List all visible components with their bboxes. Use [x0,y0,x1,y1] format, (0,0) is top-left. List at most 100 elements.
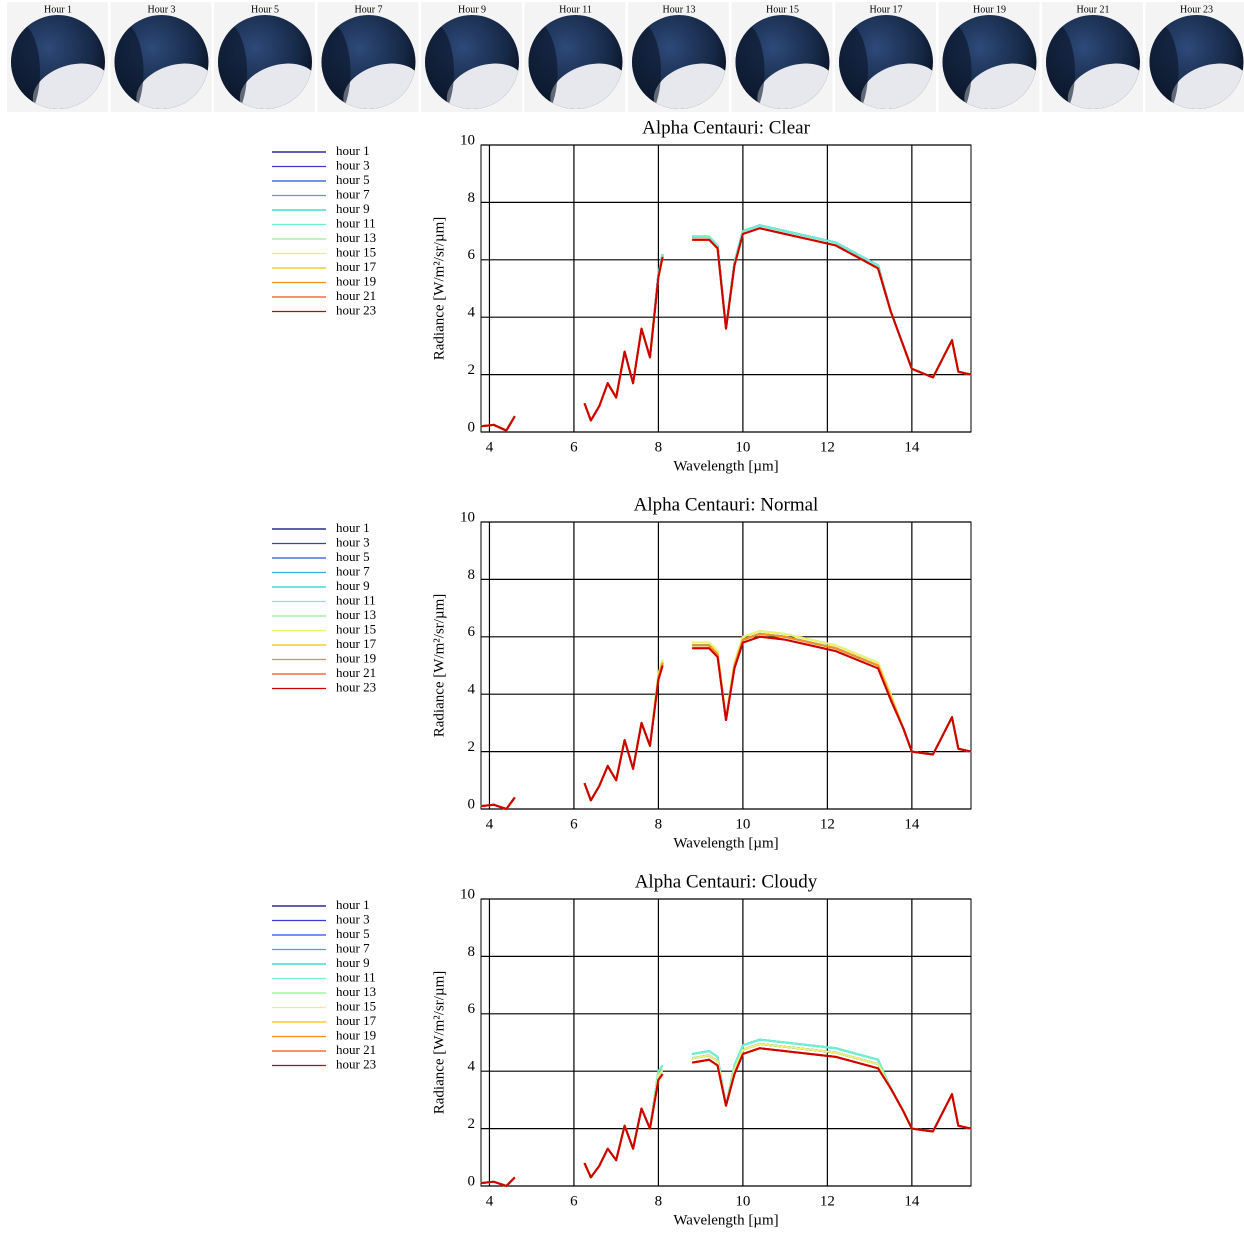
x-tick-label: 8 [655,439,663,455]
thumbnail-label: Hour 7 [354,4,382,15]
legend-label: hour 3 [336,911,370,926]
legend-label: hour 13 [336,984,376,999]
thumbnail-label: Hour 9 [458,4,486,15]
thumbnail-label: Hour 13 [662,4,695,15]
legend-label: hour 21 [336,288,376,303]
x-axis-label: Wavelength [µm] [673,458,778,474]
thumbnail-label: Hour 11 [559,4,592,15]
series-line [480,1047,972,1187]
x-tick-label: 12 [820,816,835,832]
legend-label: hour 7 [336,563,370,578]
x-tick-label: 12 [820,439,835,455]
series-line [480,1042,972,1187]
thumbnail-label: Hour 17 [869,4,902,15]
legend-label: hour 3 [336,157,370,172]
legend-label: hour 7 [336,940,370,955]
night-shade [1149,22,1179,109]
x-tick-label: 4 [486,439,494,455]
legend-label: hour 11 [336,969,376,984]
night-shade [11,22,40,109]
legend-label: hour 15 [336,621,376,636]
series-line [480,632,972,810]
series-line [480,1047,972,1187]
y-tick-label: 2 [468,362,476,378]
y-tick-label: 2 [468,739,476,755]
y-tick-label: 8 [468,567,476,583]
x-tick-label: 14 [904,439,920,455]
series-line [480,1047,972,1187]
thumbnail-label: Hour 15 [766,4,799,15]
legend-label: hour 5 [336,926,370,941]
chart: Alpha Centauri: Normal Wavelength [µm] Rad… [272,494,972,851]
chart-title: Alpha Centauri: Clear [642,117,810,138]
y-axis-label: Radiance [W/m²/sr/µm] [431,971,447,1115]
plot-frame [480,144,972,433]
chart: Alpha Centauri: Cloudy Wavelength [µm] Rad… [272,871,972,1228]
thumbnail-label: Hour 19 [973,4,1006,15]
x-tick-label: 10 [735,1193,750,1209]
series-line [480,632,972,810]
thumbnail-label: Hour 3 [147,4,175,15]
thumbnail-label: Hour 23 [1180,4,1213,15]
y-tick-label: 4 [468,682,476,698]
y-tick-label: 6 [468,247,476,263]
plot-frame [480,898,972,1187]
series-line [480,1042,972,1187]
y-tick-label: 6 [468,624,476,640]
series-line [480,632,972,810]
legend-label: hour 1 [336,143,370,158]
y-axis-label: Radiance [W/m²/sr/µm] [431,594,447,738]
x-tick-label: 6 [570,1193,578,1209]
legend-label: hour 13 [336,607,376,622]
x-tick-label: 8 [655,816,663,832]
y-tick-label: 10 [460,509,475,525]
legend-label: hour 17 [336,259,377,274]
y-tick-label: 0 [468,796,476,812]
y-tick-label: 8 [468,944,476,960]
night-shade [942,22,972,109]
x-tick-label: 6 [570,816,578,832]
series-line [480,632,972,810]
y-tick-label: 8 [468,190,476,206]
series-line [480,635,972,810]
y-tick-label: 0 [468,1173,476,1189]
legend-label: hour 1 [336,897,370,912]
series-line [480,1042,972,1187]
legend-label: hour 23 [336,679,376,694]
chart-title: Alpha Centauri: Normal [634,494,819,515]
chart: Alpha Centauri: Clear Wavelength [µm] Radi… [272,117,972,474]
series-line [480,632,972,810]
legend-label: hour 23 [336,1056,376,1071]
legend-label: hour 21 [336,1042,376,1057]
x-tick-label: 10 [735,816,750,832]
series-line [480,635,972,810]
series-line [480,227,972,432]
series-line [480,632,972,810]
legend-label: hour 23 [336,302,376,317]
series-line [480,1038,972,1187]
thumbnail-label: Hour 1 [44,4,72,15]
chart-title: Alpha Centauri: Cloudy [635,871,818,892]
y-tick-label: 6 [468,1001,476,1017]
y-tick-label: 4 [468,305,476,321]
series-line [480,1038,972,1187]
y-tick-label: 4 [468,1059,476,1075]
legend-label: hour 3 [336,534,370,549]
legend-label: hour 13 [336,230,376,245]
x-tick-label: 12 [820,1193,835,1209]
y-tick-label: 10 [460,886,475,902]
x-axis-label: Wavelength [µm] [673,1212,778,1228]
night-shade [425,22,454,109]
thumbnail-label: Hour 21 [1076,4,1109,15]
series-line [480,1047,972,1187]
x-tick-label: 14 [904,1193,920,1209]
y-tick-label: 2 [468,1116,476,1132]
x-axis-label: Wavelength [µm] [673,835,778,851]
legend-label: hour 5 [336,172,370,187]
legend-label: hour 9 [336,578,370,593]
series-line [480,1038,972,1187]
legend-label: hour 11 [336,592,376,607]
legend-label: hour 19 [336,650,376,665]
x-tick-label: 4 [486,1193,494,1209]
